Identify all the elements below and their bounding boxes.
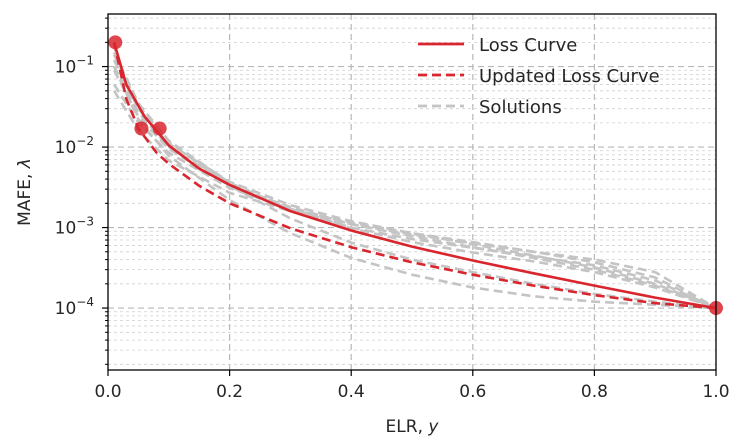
grid-lines [108,14,716,370]
y-tick-label: 10−4 [55,295,94,319]
legend-label: Solutions [479,97,562,118]
axis-ticks: 0.0 0.2 0.4 0.6 0.8 1.0 10−1 10−2 10−3 10−4 [55,17,730,402]
x-tick-label: 0.8 [581,382,608,402]
solution-curve [112,90,717,310]
data-points [108,35,723,316]
x-tick-label: 0.0 [94,382,121,402]
x-tick-label: 0.6 [459,382,486,402]
x-axis-label-var: y [427,417,439,437]
x-tick-label: 1.0 [702,382,729,402]
y-tick-label: 10−2 [55,134,94,158]
data-point [152,121,167,136]
y-tick-label: 10−1 [55,54,94,78]
solution-curve [112,51,717,310]
y-tick-label: 10−3 [55,215,94,239]
loss-curve-line [112,41,717,310]
legend: Loss Curve Updated Loss Curve Solutions [418,35,660,118]
solution-curve [112,65,717,310]
x-tick-label: 0.2 [216,382,243,402]
updated-loss-curve-line [112,42,717,310]
y-axis-label-text: MAFE, [15,168,35,226]
plot-frame [107,13,717,371]
y-axis-label: MAFE, λ [15,158,35,226]
x-tick-label: 0.4 [338,382,365,402]
legend-label: Updated Loss Curve [479,66,660,87]
legend-label: Loss Curve [479,35,577,56]
data-point [134,121,149,136]
x-axis-label: ELR, y [386,417,440,437]
x-axis-label-text: ELR, [386,417,429,437]
loss-curves [112,41,717,310]
data-point [108,35,123,50]
solution-curve [112,54,717,310]
solution-curve [112,66,717,310]
y-axis-label-var: λ [15,158,35,169]
solution-curve [113,83,717,310]
